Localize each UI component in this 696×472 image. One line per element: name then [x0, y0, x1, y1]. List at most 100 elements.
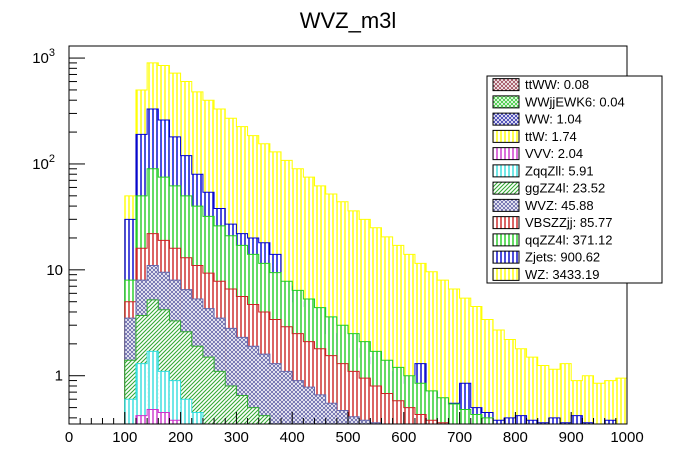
- bar: [258, 354, 270, 424]
- bar: [281, 371, 293, 424]
- x-tick-label: 200: [168, 429, 193, 446]
- legend-swatch: [492, 147, 520, 161]
- bar: [414, 414, 427, 424]
- bar: [169, 380, 181, 424]
- series-4: [135, 408, 182, 424]
- bar: [437, 280, 449, 424]
- bar: [214, 371, 226, 424]
- bar: [515, 415, 527, 424]
- bar: [303, 341, 315, 424]
- legend-label: ttW: 1.74: [525, 129, 577, 144]
- bar: [571, 380, 583, 424]
- bar: [392, 245, 404, 424]
- bar: [593, 383, 605, 424]
- bar: [526, 420, 538, 424]
- legend-swatch: [492, 250, 520, 264]
- legend-label: WWjjEWK6: 0.04: [525, 94, 625, 109]
- bar: [314, 185, 326, 424]
- bar: [437, 422, 449, 424]
- bar: [325, 194, 337, 424]
- legend-swatch: [492, 267, 520, 281]
- bar: [470, 414, 482, 424]
- bar: [191, 346, 203, 424]
- x-tick-label: 900: [559, 429, 584, 446]
- bar: [515, 348, 527, 424]
- bar: [169, 320, 181, 424]
- bar: [292, 380, 304, 424]
- legend-entry: ttW: 1.74: [492, 129, 577, 144]
- x-tick-label: 100: [112, 429, 137, 446]
- legend-label: ttWW: 0.08: [525, 77, 589, 92]
- x-axis: 0 100 200 300 400 500 600 700 800 900 1000: [65, 412, 644, 446]
- bar: [437, 397, 449, 424]
- bar: [158, 371, 170, 424]
- bar: [403, 254, 415, 424]
- bar: [604, 380, 616, 424]
- bar: [325, 403, 337, 424]
- legend-swatch: [492, 216, 520, 230]
- bar: [414, 263, 427, 424]
- bar: [604, 420, 616, 424]
- y-tick-label: 1: [55, 368, 63, 385]
- bar: [426, 420, 438, 424]
- bar: [370, 422, 382, 424]
- series-outline: [135, 408, 182, 424]
- bar: [292, 333, 304, 424]
- legend-entry: WW: 1.04: [492, 112, 582, 127]
- bar: [403, 407, 415, 424]
- bar: [147, 409, 159, 424]
- bar: [236, 337, 248, 424]
- bar: [448, 288, 460, 424]
- bar: [615, 378, 627, 424]
- legend-label: WW: 1.04: [525, 112, 582, 127]
- bar: [124, 399, 136, 424]
- bar: [381, 360, 393, 424]
- bar: [548, 369, 561, 424]
- bar: [403, 375, 415, 424]
- legend-entry: WVZ: 45.88: [492, 198, 594, 213]
- legend-entry: WWjjEWK6: 0.04: [492, 94, 625, 109]
- legend-swatch: [492, 164, 520, 178]
- bar: [269, 363, 282, 424]
- bar: [169, 420, 181, 424]
- x-tick-label: 300: [224, 429, 249, 446]
- legend-entry: qqZZ4l: 371.12: [492, 232, 612, 247]
- histogram-bars: [124, 62, 628, 425]
- bar: [426, 390, 438, 424]
- x-tick-label: 1000: [610, 429, 643, 446]
- legend-label: qqZZ4l: 371.12: [525, 232, 612, 247]
- bar: [359, 219, 371, 424]
- legend-entry: ZqqZll: 5.91: [492, 163, 594, 178]
- bar: [470, 306, 482, 424]
- bar: [493, 420, 505, 424]
- bar: [504, 417, 516, 424]
- bar: [571, 415, 583, 424]
- bar: [459, 298, 471, 424]
- series-outline: [124, 350, 204, 424]
- bar: [124, 360, 136, 424]
- bar: [448, 404, 460, 424]
- bar: [392, 367, 404, 424]
- x-tick-label: 600: [391, 429, 416, 446]
- legend-label: VVV: 2.04: [525, 146, 583, 161]
- x-tick-label: 500: [335, 429, 360, 446]
- y-axis: 1 10 102 103: [32, 47, 85, 419]
- bar: [247, 346, 259, 424]
- bar: [247, 407, 259, 424]
- x-tick-label: 800: [503, 429, 528, 446]
- series-outline: [124, 299, 271, 424]
- bar: [236, 395, 248, 424]
- legend-swatch: [492, 198, 520, 212]
- bar: [191, 412, 203, 424]
- bar: [493, 330, 505, 424]
- bar: [370, 385, 382, 424]
- x-tick-label: 400: [280, 429, 305, 446]
- legend-label: Zjets: 900.62: [525, 250, 600, 265]
- y-tick-label: 103: [32, 47, 55, 67]
- bar: [147, 351, 159, 424]
- bar: [560, 363, 572, 424]
- legend-swatch: [492, 181, 520, 195]
- bar: [582, 422, 594, 424]
- legend-entry: ggZZ4l: 23.52: [492, 181, 605, 196]
- y-tick-label: 102: [32, 153, 55, 173]
